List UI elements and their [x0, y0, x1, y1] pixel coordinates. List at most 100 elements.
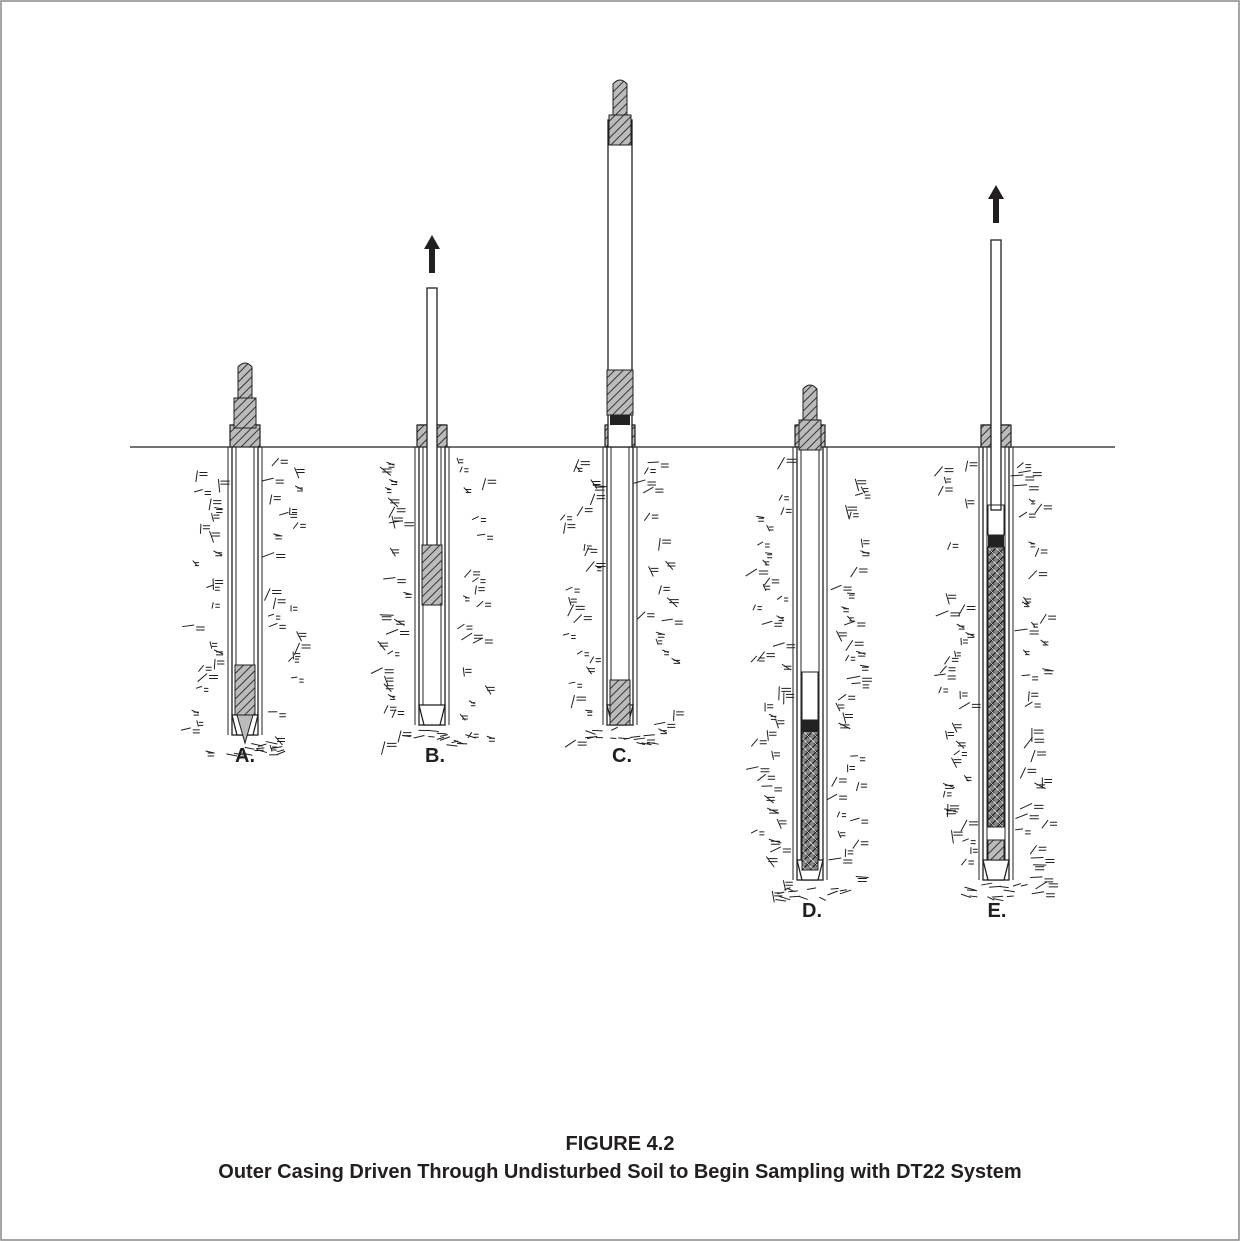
soil-mark: [266, 742, 277, 744]
soil-mark: [674, 710, 684, 721]
soil-mark: [569, 597, 577, 605]
soil-mark: [1042, 820, 1057, 828]
panel-label: B.: [425, 745, 445, 767]
drive-head: [613, 80, 627, 115]
cutting-shoe: [419, 705, 445, 725]
soil-mark: [461, 633, 482, 640]
liner-shoe: [988, 840, 1004, 860]
soil-mark: [1035, 504, 1052, 513]
soil-mark: [212, 602, 220, 608]
soil-mark: [829, 858, 853, 863]
soil-mark: [943, 791, 951, 797]
soil-mark: [643, 487, 663, 493]
soil-mark: [849, 512, 859, 520]
soil-mark: [831, 888, 839, 889]
soil-mark: [440, 737, 450, 741]
soil-mark: [856, 651, 866, 656]
soil-mark: [934, 674, 956, 679]
soil-mark: [403, 592, 412, 597]
soil-mark: [779, 686, 791, 700]
soil-mark: [214, 650, 223, 655]
soil-mark: [564, 523, 576, 534]
soil-mark: [1020, 803, 1043, 809]
soil-mark: [1000, 887, 1009, 888]
soil-mark: [585, 731, 595, 735]
soil-mark: [961, 820, 978, 831]
panel-label: E.: [988, 900, 1007, 922]
soil-mark: [763, 578, 779, 587]
soil-mark: [1019, 512, 1036, 517]
soil-mark: [781, 507, 792, 514]
soil-mark: [193, 561, 199, 566]
soil-mark: [270, 495, 281, 505]
soil-mark: [1028, 542, 1035, 547]
soil-mark: [273, 598, 285, 609]
soil-mark: [746, 569, 769, 576]
soil-mark: [838, 723, 850, 729]
soil-mark: [850, 756, 865, 761]
soil-mark: [482, 478, 496, 490]
soil-mark: [638, 612, 655, 619]
soil-mark: [944, 656, 958, 664]
soil-mark: [659, 585, 670, 594]
soil-mark: [198, 673, 218, 681]
soil-mark: [383, 578, 406, 583]
soil-mark: [789, 896, 800, 897]
soil-mark: [1013, 485, 1039, 490]
soil-mark: [1023, 597, 1031, 604]
soil-mark: [843, 712, 853, 723]
soil-mark: [181, 728, 200, 733]
soil-mark: [200, 524, 210, 534]
soil-mark: [827, 794, 847, 799]
soil-mark: [428, 730, 439, 731]
soil-mark: [390, 548, 399, 556]
panel-label: A.: [235, 745, 255, 767]
soil-mark: [571, 695, 586, 708]
soil-mark: [463, 667, 471, 676]
soil-mark: [777, 616, 784, 621]
soil-mark: [574, 615, 592, 623]
soil-mark: [1032, 892, 1055, 897]
soil-mark: [775, 719, 784, 729]
soil-mark: [831, 585, 852, 590]
sample-core: [802, 720, 818, 870]
soil-mark: [1041, 640, 1049, 645]
soil-mark: [777, 819, 786, 829]
soil-mark: [1031, 750, 1046, 762]
soil-mark: [779, 495, 789, 501]
soil-mark: [951, 758, 961, 768]
soil-mark: [1023, 650, 1029, 655]
point-holder: [235, 665, 255, 715]
soil-mark: [460, 467, 469, 473]
soil-mark: [211, 513, 219, 521]
soil-mark: [209, 531, 220, 543]
soil-mark: [1030, 845, 1046, 854]
soil-mark: [659, 538, 671, 550]
soil-mark: [966, 461, 978, 472]
soil-mark: [457, 458, 463, 464]
soil-mark: [196, 686, 208, 691]
soil-mark: [272, 458, 288, 466]
sample-core: [988, 547, 1004, 827]
soil-mark: [764, 795, 774, 803]
soil-mark: [965, 632, 974, 637]
soil-mark: [1024, 737, 1044, 748]
soil-mark: [1020, 767, 1036, 778]
soil-mark: [753, 605, 762, 611]
soil-mark: [938, 486, 952, 496]
soil-mark: [772, 751, 780, 760]
soil-mark: [473, 638, 493, 643]
soil-mark: [761, 786, 781, 791]
soil-mark: [576, 466, 582, 471]
soil-mark: [388, 498, 399, 507]
soil-mark: [989, 886, 1001, 887]
soil-mark: [182, 625, 204, 630]
soil-mark: [437, 733, 447, 734]
soil-mark: [214, 507, 223, 512]
soil-mark: [851, 683, 869, 688]
soil-mark: [394, 619, 404, 625]
soil-mark: [762, 621, 782, 626]
liner-cap: [802, 720, 818, 732]
soil-mark: [952, 723, 962, 733]
soil-mark: [649, 566, 659, 576]
